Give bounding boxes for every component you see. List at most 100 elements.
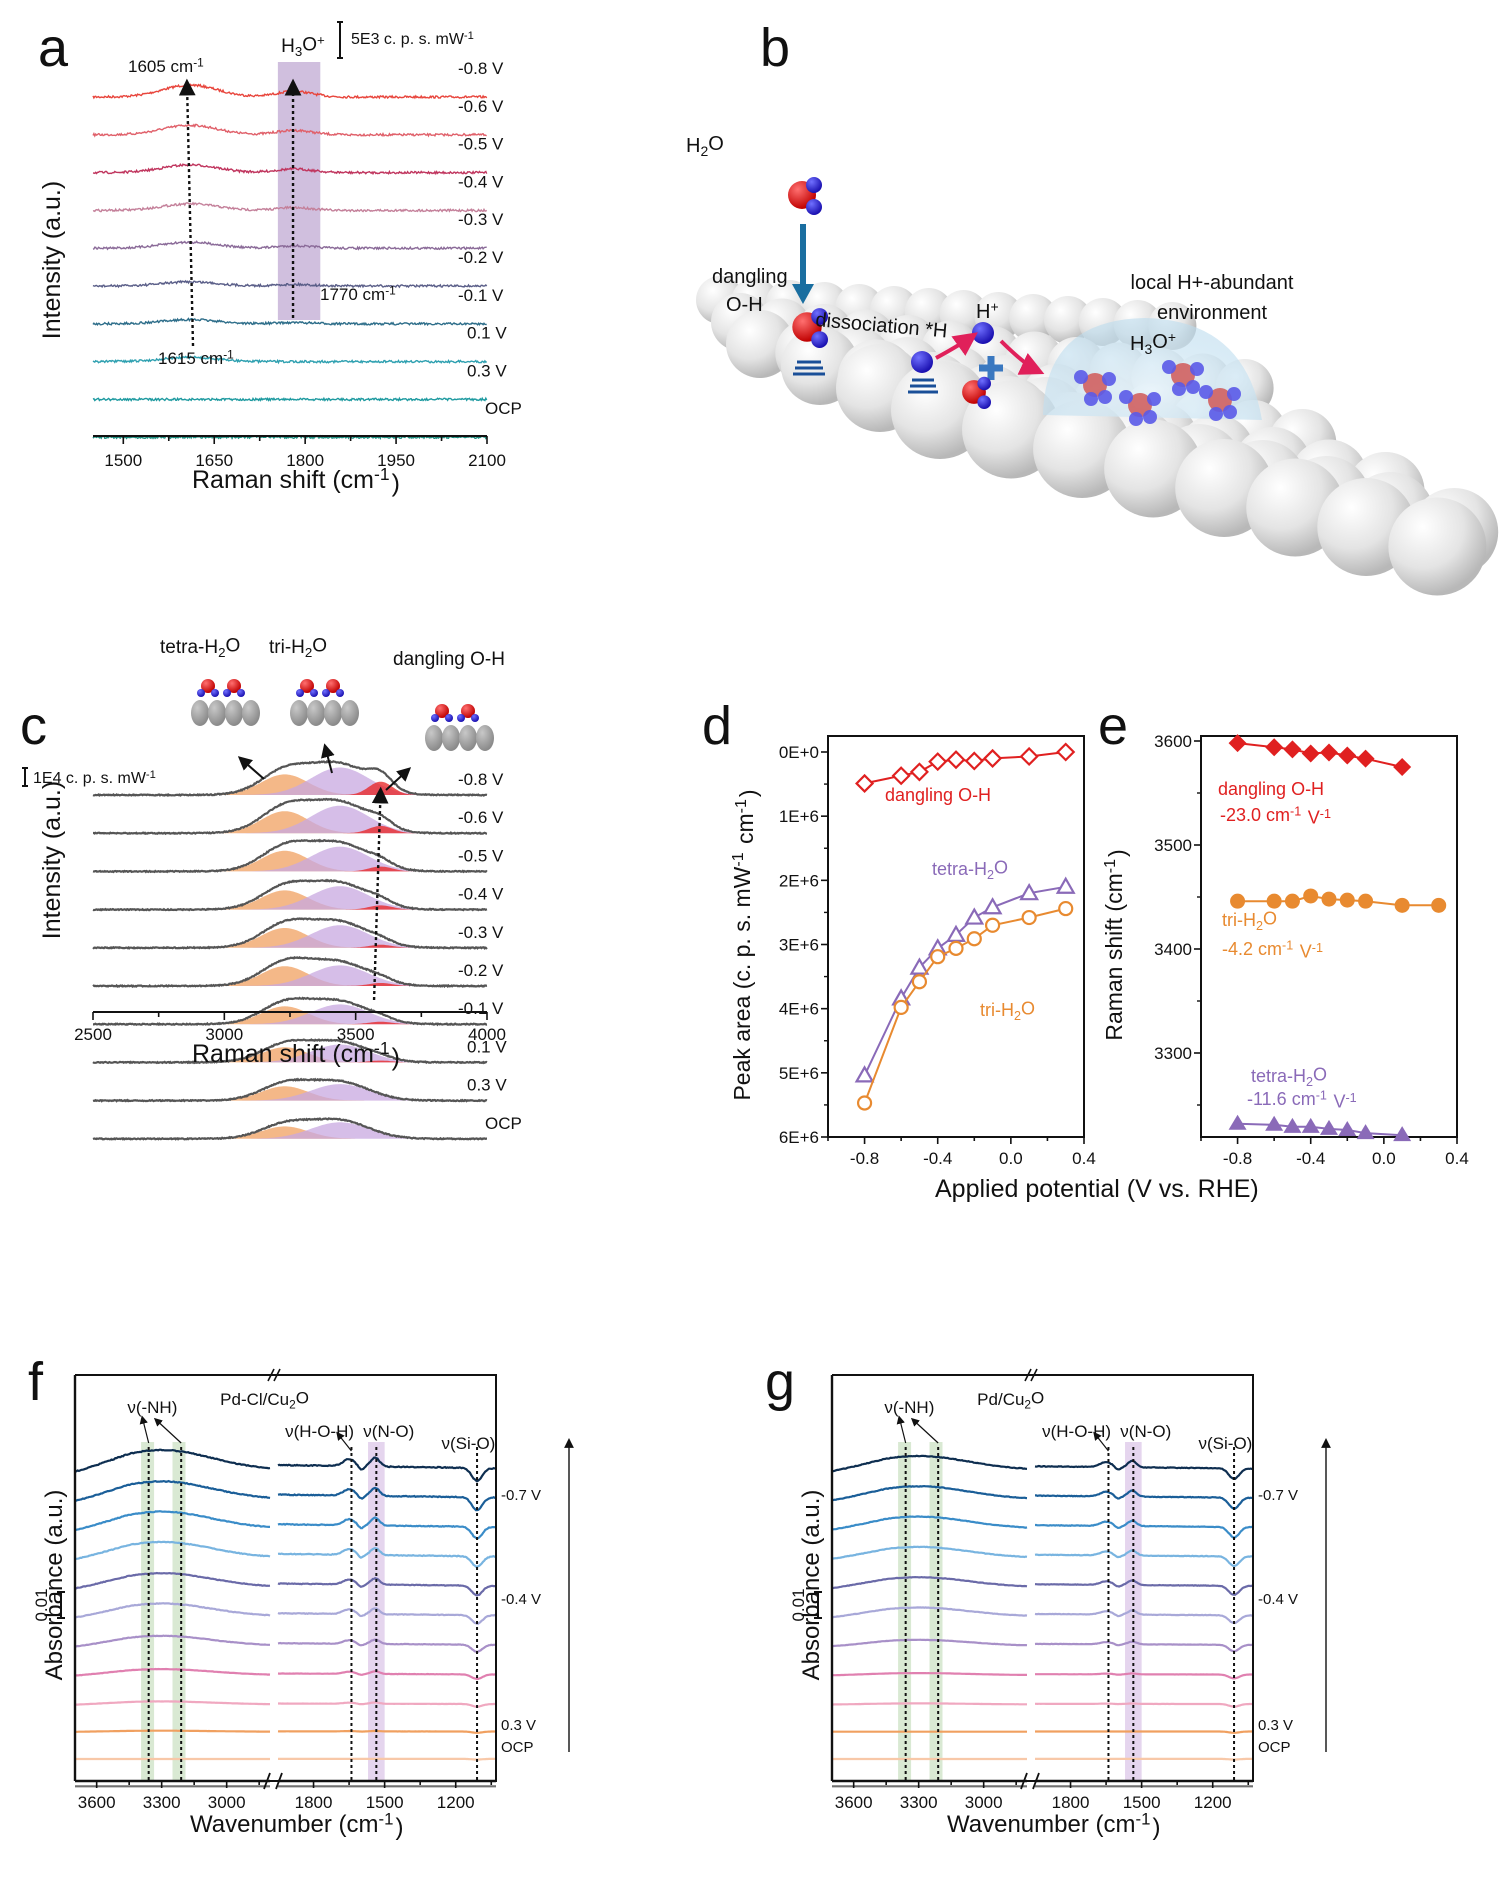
x-tick-label: 0.4 <box>1072 1149 1096 1168</box>
slope-label-2: -11.6 cm-1 V-1 <box>1247 1088 1358 1114</box>
ir-trace-low <box>277 1729 496 1734</box>
inset-oxygen <box>201 679 215 693</box>
hydronium-hydrogen <box>1147 392 1161 406</box>
ir-trace-high <box>74 1634 270 1648</box>
panel-e-raman-shift-plot: 3300 3400 3500 3600 -0.8 -0.4 0.0 0.4 Raman shif… <box>935 732 1469 1203</box>
spectrum-trace <box>92 201 488 213</box>
inset-lattice-atom <box>191 700 209 726</box>
inset-oxygen <box>227 679 241 693</box>
y-tick-label: 0E+0 <box>779 743 819 762</box>
dangling-component <box>333 825 428 834</box>
x-axis-title-shared: Applied potential (V vs. RHE) <box>935 1175 1259 1203</box>
hydronium-hydrogen <box>1209 407 1223 421</box>
spectrum-trace <box>92 240 487 251</box>
inset-lattice-atom <box>208 700 226 726</box>
panel-g-ir-spectra-pd: ν(-NH) ν(H-O-H) ν(N-O) ν(Si-O) Pd/Cu2O -0.7 V… <box>789 1368 1331 1841</box>
tetra-component <box>190 890 380 910</box>
inset-label-0: tetra-H2O <box>160 635 240 660</box>
data-point-triangle <box>1356 1124 1375 1140</box>
potential-label: -0.1 V <box>458 999 504 1018</box>
tetra-component <box>190 1047 380 1063</box>
ir-trace-low <box>1035 1757 1253 1761</box>
panel-letter-g: g <box>765 1352 795 1412</box>
inset-lattice-atom <box>242 700 260 726</box>
x-tick-label: 3300 <box>143 1793 181 1812</box>
ir-trace-high <box>74 1667 271 1677</box>
data-point-circle <box>1431 897 1447 913</box>
data-point-triangle <box>964 907 985 925</box>
potential-label: 0.1 V <box>467 1037 507 1056</box>
potential-label: -0.7 V <box>501 1487 541 1504</box>
hydronium-oxygen <box>1128 393 1152 417</box>
spectrum-trace <box>92 396 488 402</box>
ir-trace-low <box>277 1516 496 1540</box>
tetra-component <box>190 966 380 986</box>
hydronium-hydrogen <box>1227 387 1241 401</box>
data-point-circle <box>1339 892 1355 908</box>
potential-label: OCP <box>501 1739 534 1756</box>
data-point-circle <box>911 974 928 990</box>
spectrum-envelope <box>92 838 488 874</box>
ir-trace-low <box>1034 1459 1254 1480</box>
data-point-circle <box>1284 893 1300 909</box>
annotation-1605: 1605 cm-1 <box>128 56 205 79</box>
sample-title: Pd/Cu2O <box>977 1388 1044 1411</box>
panel-letter-a: a <box>38 18 69 78</box>
series-label-2: tetra-H2O <box>1251 1064 1327 1088</box>
data-point-circle <box>1303 888 1319 904</box>
adsorbed-hydrogen <box>911 351 933 373</box>
inset-hydrogen <box>197 689 205 697</box>
inset-lattice-atom <box>425 725 443 751</box>
hydrogen-atom <box>811 308 828 325</box>
data-point-triangle <box>854 1065 875 1083</box>
inset-lattice-atom <box>307 700 325 726</box>
hydronium-hydrogen <box>1172 382 1186 396</box>
inset-hydrogen <box>211 689 219 697</box>
data-point-triangle <box>1338 1120 1357 1136</box>
ir-trace-high <box>832 1575 1028 1590</box>
band-label-no: ν(N-O) <box>1120 1422 1171 1441</box>
inset-hydrogen <box>336 689 344 697</box>
ir-trace-low <box>277 1546 497 1568</box>
scale-bar-label: 0.01 <box>789 1588 808 1621</box>
band-label-sio: ν(Si-O) <box>1199 1434 1253 1453</box>
nh-band-2 <box>929 1442 943 1781</box>
tri-component <box>224 965 456 986</box>
potential-label: -0.5 V <box>458 846 504 865</box>
data-point-diamond <box>1338 746 1357 765</box>
y-axis-title: Intensity (a.u.) <box>38 181 66 339</box>
inset-lattice-atom <box>341 700 359 726</box>
dangling-component <box>333 944 428 948</box>
band-label-sio: ν(Si-O) <box>442 1434 496 1453</box>
dangling-component <box>333 866 428 872</box>
dangling-component <box>333 1060 428 1063</box>
ir-trace-high <box>832 1702 1027 1706</box>
data-point-triangle <box>909 957 930 975</box>
panel-letter-e: e <box>1098 696 1128 756</box>
data-point-diamond <box>855 773 875 793</box>
spectrum-trace <box>92 279 488 289</box>
x-tick-label: 0.0 <box>1372 1149 1396 1168</box>
panel-a-raman-spectra: H3O+ -0.8 V -0.6 V -0.5 V -0.4 V -0.3 V -0.2 … <box>38 21 522 497</box>
x-tick-label: 1800 <box>295 1793 333 1812</box>
potential-label: OCP <box>1258 1739 1291 1756</box>
hydronium-hydrogen <box>1119 390 1133 404</box>
h2o-label: H2O <box>686 133 724 159</box>
data-point-diamond <box>1056 742 1076 762</box>
slope-label-1: -4.2 cm-1 V-1 <box>1222 938 1325 964</box>
x-tick-label: 1500 <box>104 451 142 470</box>
inset-hydrogen <box>237 689 245 697</box>
tri-component <box>224 1122 456 1139</box>
data-point-circle <box>948 940 964 956</box>
nh-pointer-1 <box>139 1415 150 1444</box>
x-axis-title: Wavenumber (cm-1 ) <box>190 1809 403 1841</box>
inset-hydrogen <box>322 689 330 697</box>
dangling-component <box>333 905 428 910</box>
hydronium-hydrogen <box>1223 405 1237 419</box>
data-point-diamond <box>891 766 911 786</box>
hoh-pointer <box>1093 1431 1109 1452</box>
data-point-diamond <box>1265 738 1284 757</box>
tri-component <box>224 1004 456 1025</box>
inset-lattice-atom <box>442 725 460 751</box>
tri-component <box>224 1044 456 1063</box>
